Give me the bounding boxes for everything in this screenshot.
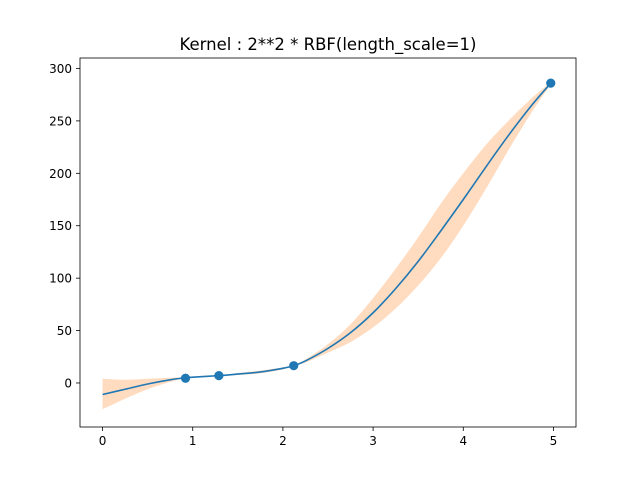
y-tick-label: 0	[64, 376, 72, 390]
x-axis: 0 1 2 3 4 5	[99, 427, 558, 448]
x-tick-label: 5	[550, 434, 558, 448]
plot-area	[102, 78, 556, 410]
data-point	[289, 361, 299, 371]
y-tick-label: 50	[57, 324, 72, 338]
x-tick-label: 4	[459, 434, 467, 448]
axes-frame	[79, 57, 577, 428]
data-point	[180, 373, 191, 383]
x-tick-label: 1	[189, 434, 197, 448]
x-tick-label: 2	[279, 434, 287, 448]
y-tick-label: 200	[49, 167, 72, 181]
y-tick-label: 300	[49, 62, 72, 76]
y-axis: 0 50 100 150 200 250 300	[49, 62, 80, 390]
data-point	[214, 371, 224, 381]
y-tick-label: 150	[49, 219, 72, 233]
y-tick-label: 250	[49, 114, 72, 128]
confidence-band	[102, 82, 551, 410]
x-tick-label: 0	[99, 434, 107, 448]
data-point	[546, 78, 556, 88]
x-tick-label: 3	[369, 434, 377, 448]
chart-title: Kernel : 2**2 * RBF(length_scale=1)	[180, 35, 477, 55]
y-tick-label: 100	[49, 272, 72, 286]
